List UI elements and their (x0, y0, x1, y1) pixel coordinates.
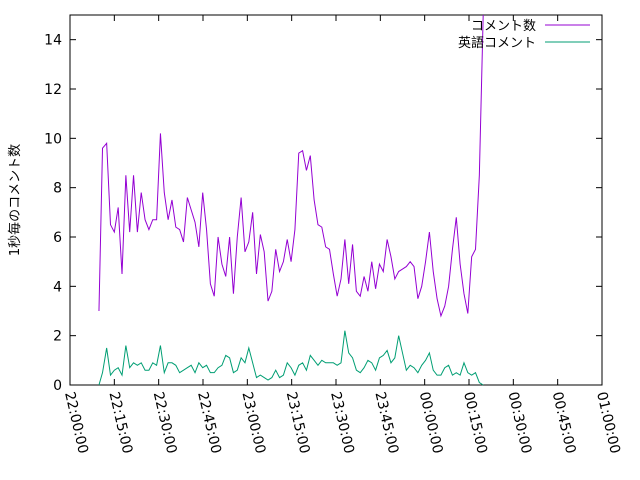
x-tick-label: 00:30:00 (504, 390, 534, 455)
y-tick-label: 6 (53, 230, 62, 246)
y-tick-label: 14 (44, 33, 62, 49)
legend-label-1: コメント数 (471, 19, 536, 34)
plot-frame (69, 14, 603, 386)
x-tick-label: 22:00:00 (61, 390, 91, 455)
x-tick-label: 23:00:00 (238, 390, 268, 455)
y-tick-label: 2 (53, 329, 62, 345)
legend-label-2: 英語コメント (458, 35, 536, 51)
y-tick-label: 0 (53, 378, 62, 394)
x-axis-ticks: 22:00:00 22:15:00 22:30:00 22:45:00 23:00:00… (61, 15, 623, 455)
y-tick-label: 12 (44, 82, 62, 98)
x-tick-label: 00:00:00 (416, 390, 446, 455)
x-tick-label: 22:30:00 (150, 390, 180, 455)
y-axis-label: 1秒毎のコメント数 (7, 144, 23, 256)
series-line-1 (98, 14, 484, 318)
y-tick-label: 8 (53, 181, 62, 197)
y-axis-ticks: 0 2 4 6 8 10 12 14 (44, 33, 602, 394)
x-tick-label: 00:45:00 (549, 390, 579, 455)
y-tick-label: 10 (44, 131, 62, 147)
plot-border (69, 14, 603, 386)
y-tick-label: 4 (53, 279, 62, 295)
x-tick-label: 22:45:00 (194, 390, 224, 455)
x-tick-label: 22:15:00 (105, 390, 135, 455)
x-tick-label: 23:45:00 (371, 390, 401, 455)
x-tick-label: 23:15:00 (283, 390, 313, 455)
x-tick-label: 01:00:00 (593, 390, 623, 455)
series-line-2 (98, 330, 484, 386)
x-tick-label: 23:30:00 (327, 390, 357, 455)
x-tick-label: 00:15:00 (460, 390, 490, 455)
series-lines (98, 14, 484, 386)
